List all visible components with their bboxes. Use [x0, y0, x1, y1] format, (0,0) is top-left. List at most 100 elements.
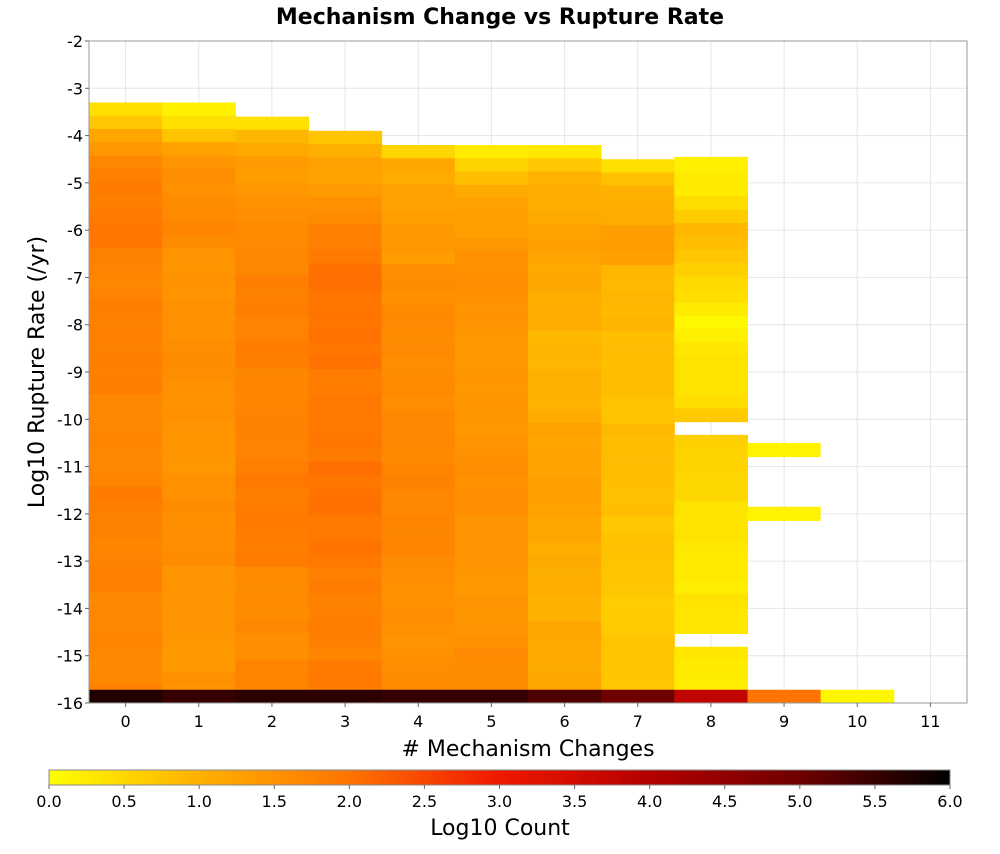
heatmap-cell — [89, 287, 163, 302]
heatmap-cell — [235, 619, 309, 634]
colorbar-tick-label: 3.0 — [487, 792, 512, 811]
heatmap-cell-bottom — [528, 689, 602, 703]
colorbar-ticks: 0.0 0.5 1.0 1.5 2.0 2.5 3.0 3.5 4.0 4.5 5.0 5.5 6.0 — [36, 785, 963, 811]
colorbar-label: Log10 Count — [430, 816, 570, 841]
heatmap-cell — [528, 211, 602, 225]
heatmap-cell — [381, 158, 456, 173]
heatmap-cell — [235, 646, 309, 660]
heatmap-cell — [308, 660, 383, 675]
heatmap-cell — [89, 605, 163, 620]
heatmap-cell — [308, 342, 383, 357]
heatmap-cell — [89, 181, 163, 196]
heatmap-cell — [308, 488, 383, 503]
heatmap-cell — [89, 102, 163, 117]
heatmap-cell — [528, 674, 602, 689]
heatmap-cell — [381, 250, 456, 265]
heatmap-cell — [454, 436, 529, 451]
heatmap-cell — [454, 409, 529, 424]
heatmap-cell — [454, 197, 529, 212]
y-tick-label: -14 — [57, 599, 83, 618]
heatmap-cell — [235, 249, 309, 263]
heatmap-cell — [381, 634, 456, 649]
heatmap-cell — [308, 302, 383, 317]
heatmap-cell — [381, 687, 456, 691]
heatmap-cell — [601, 278, 675, 293]
heatmap-cell — [235, 328, 309, 343]
colorbar — [48, 769, 951, 786]
heatmap-cell — [601, 251, 675, 266]
heatmap-cell — [528, 303, 602, 318]
heatmap-cell — [528, 317, 602, 331]
heatmap-cell — [308, 210, 383, 225]
heatmap-cell — [601, 463, 675, 478]
heatmap-cell — [528, 555, 602, 570]
heatmap-cell — [162, 314, 236, 329]
heatmap-cell — [601, 384, 675, 399]
heatmap-cell — [308, 461, 383, 476]
heatmap-cell — [454, 211, 529, 225]
heatmap-cell — [235, 288, 309, 303]
heatmap-cell — [162, 221, 236, 236]
heatmap-cell — [601, 649, 675, 663]
heatmap-cell — [381, 621, 456, 636]
heatmap-cell — [162, 420, 236, 434]
heatmap-cell — [162, 552, 236, 567]
heatmap-cell — [601, 437, 675, 451]
heatmap-cell — [381, 343, 456, 358]
heatmap-cell — [454, 634, 529, 649]
heatmap-cell — [89, 354, 163, 368]
heatmap-cell — [381, 568, 456, 583]
heatmap-cell — [674, 209, 748, 224]
heatmap-cell — [162, 115, 236, 130]
colorbar-tick-label: 0.0 — [36, 792, 61, 811]
heatmap-cell — [528, 595, 602, 609]
heatmap-cell — [89, 579, 163, 593]
heatmap-cell — [162, 539, 236, 554]
colorbar-tick-label: 2.0 — [337, 792, 362, 811]
heatmap-cell — [89, 526, 163, 540]
heatmap-cell — [308, 475, 383, 489]
heatmap-cell-bottom — [235, 689, 309, 703]
heatmap-cell — [162, 155, 236, 170]
heatmap-cell — [162, 195, 236, 209]
heatmap-cell — [601, 304, 675, 319]
heatmap-cell — [89, 314, 163, 329]
heatmap-cell — [454, 648, 529, 662]
heatmap-cell — [308, 157, 383, 172]
colorbar-tick-label: 5.5 — [862, 792, 887, 811]
heatmap-cell — [235, 633, 309, 647]
heatmap-cell — [162, 354, 236, 368]
heatmap-cell-bottom — [381, 689, 456, 703]
heatmap-cell — [381, 648, 456, 662]
heatmap-cell — [89, 340, 163, 355]
heatmap-cell — [601, 635, 675, 650]
heatmap-cell — [528, 542, 602, 556]
heatmap-cell — [235, 474, 309, 488]
heatmap-cell — [674, 580, 748, 595]
heatmap-cell — [308, 408, 383, 423]
heatmap-cell — [89, 618, 163, 633]
heatmap-cell — [235, 262, 309, 277]
heatmap-cell — [235, 460, 309, 475]
heatmap-cell-bottom — [674, 689, 748, 703]
heatmap-cell — [674, 474, 748, 489]
y-tick-label: -12 — [57, 505, 83, 524]
heatmap-cell — [381, 224, 456, 239]
heatmap-cell — [235, 659, 309, 674]
heatmap-cell — [528, 568, 602, 583]
heatmap-cell — [89, 142, 163, 156]
heatmap-cell — [162, 645, 236, 660]
heatmap-cell — [528, 409, 602, 424]
heatmap-cell — [454, 581, 529, 596]
heatmap-cell — [235, 182, 309, 197]
heatmap-cell — [528, 661, 602, 676]
heatmap-cell — [454, 356, 529, 371]
heatmap-cell — [454, 674, 529, 689]
heatmap-cell — [162, 168, 236, 183]
heatmap-cell — [381, 581, 456, 596]
x-tick-label: 10 — [847, 712, 867, 731]
heatmap-cell — [674, 593, 748, 608]
heatmap-cell — [235, 235, 309, 250]
heatmap-cell — [162, 671, 236, 686]
heatmap-cell — [454, 542, 529, 556]
